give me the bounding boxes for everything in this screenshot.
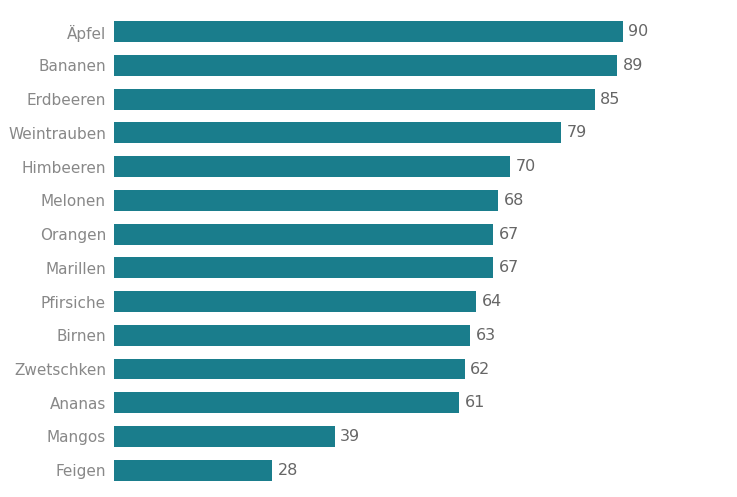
- Bar: [114, 460, 273, 481]
- Text: 67: 67: [498, 227, 519, 242]
- Bar: [114, 325, 470, 346]
- Text: 85: 85: [600, 92, 621, 107]
- Bar: [114, 156, 510, 177]
- Bar: [114, 426, 335, 447]
- Text: 28: 28: [278, 463, 298, 478]
- Text: 70: 70: [515, 159, 536, 174]
- Text: 62: 62: [470, 361, 490, 377]
- Bar: [114, 358, 464, 380]
- Text: 39: 39: [340, 429, 360, 444]
- Text: 79: 79: [566, 125, 587, 141]
- Text: 68: 68: [504, 193, 525, 208]
- Bar: [114, 89, 595, 110]
- Bar: [114, 190, 498, 211]
- Text: 67: 67: [498, 260, 519, 275]
- Bar: [114, 257, 493, 278]
- Text: 89: 89: [623, 58, 643, 73]
- Text: 64: 64: [481, 294, 502, 309]
- Bar: [114, 392, 459, 413]
- Text: 90: 90: [629, 24, 649, 39]
- Bar: [114, 21, 623, 42]
- Text: 63: 63: [476, 328, 496, 343]
- Bar: [114, 224, 493, 245]
- Text: 61: 61: [464, 395, 485, 410]
- Bar: [114, 55, 617, 76]
- Bar: [114, 291, 476, 312]
- Bar: [114, 122, 561, 144]
